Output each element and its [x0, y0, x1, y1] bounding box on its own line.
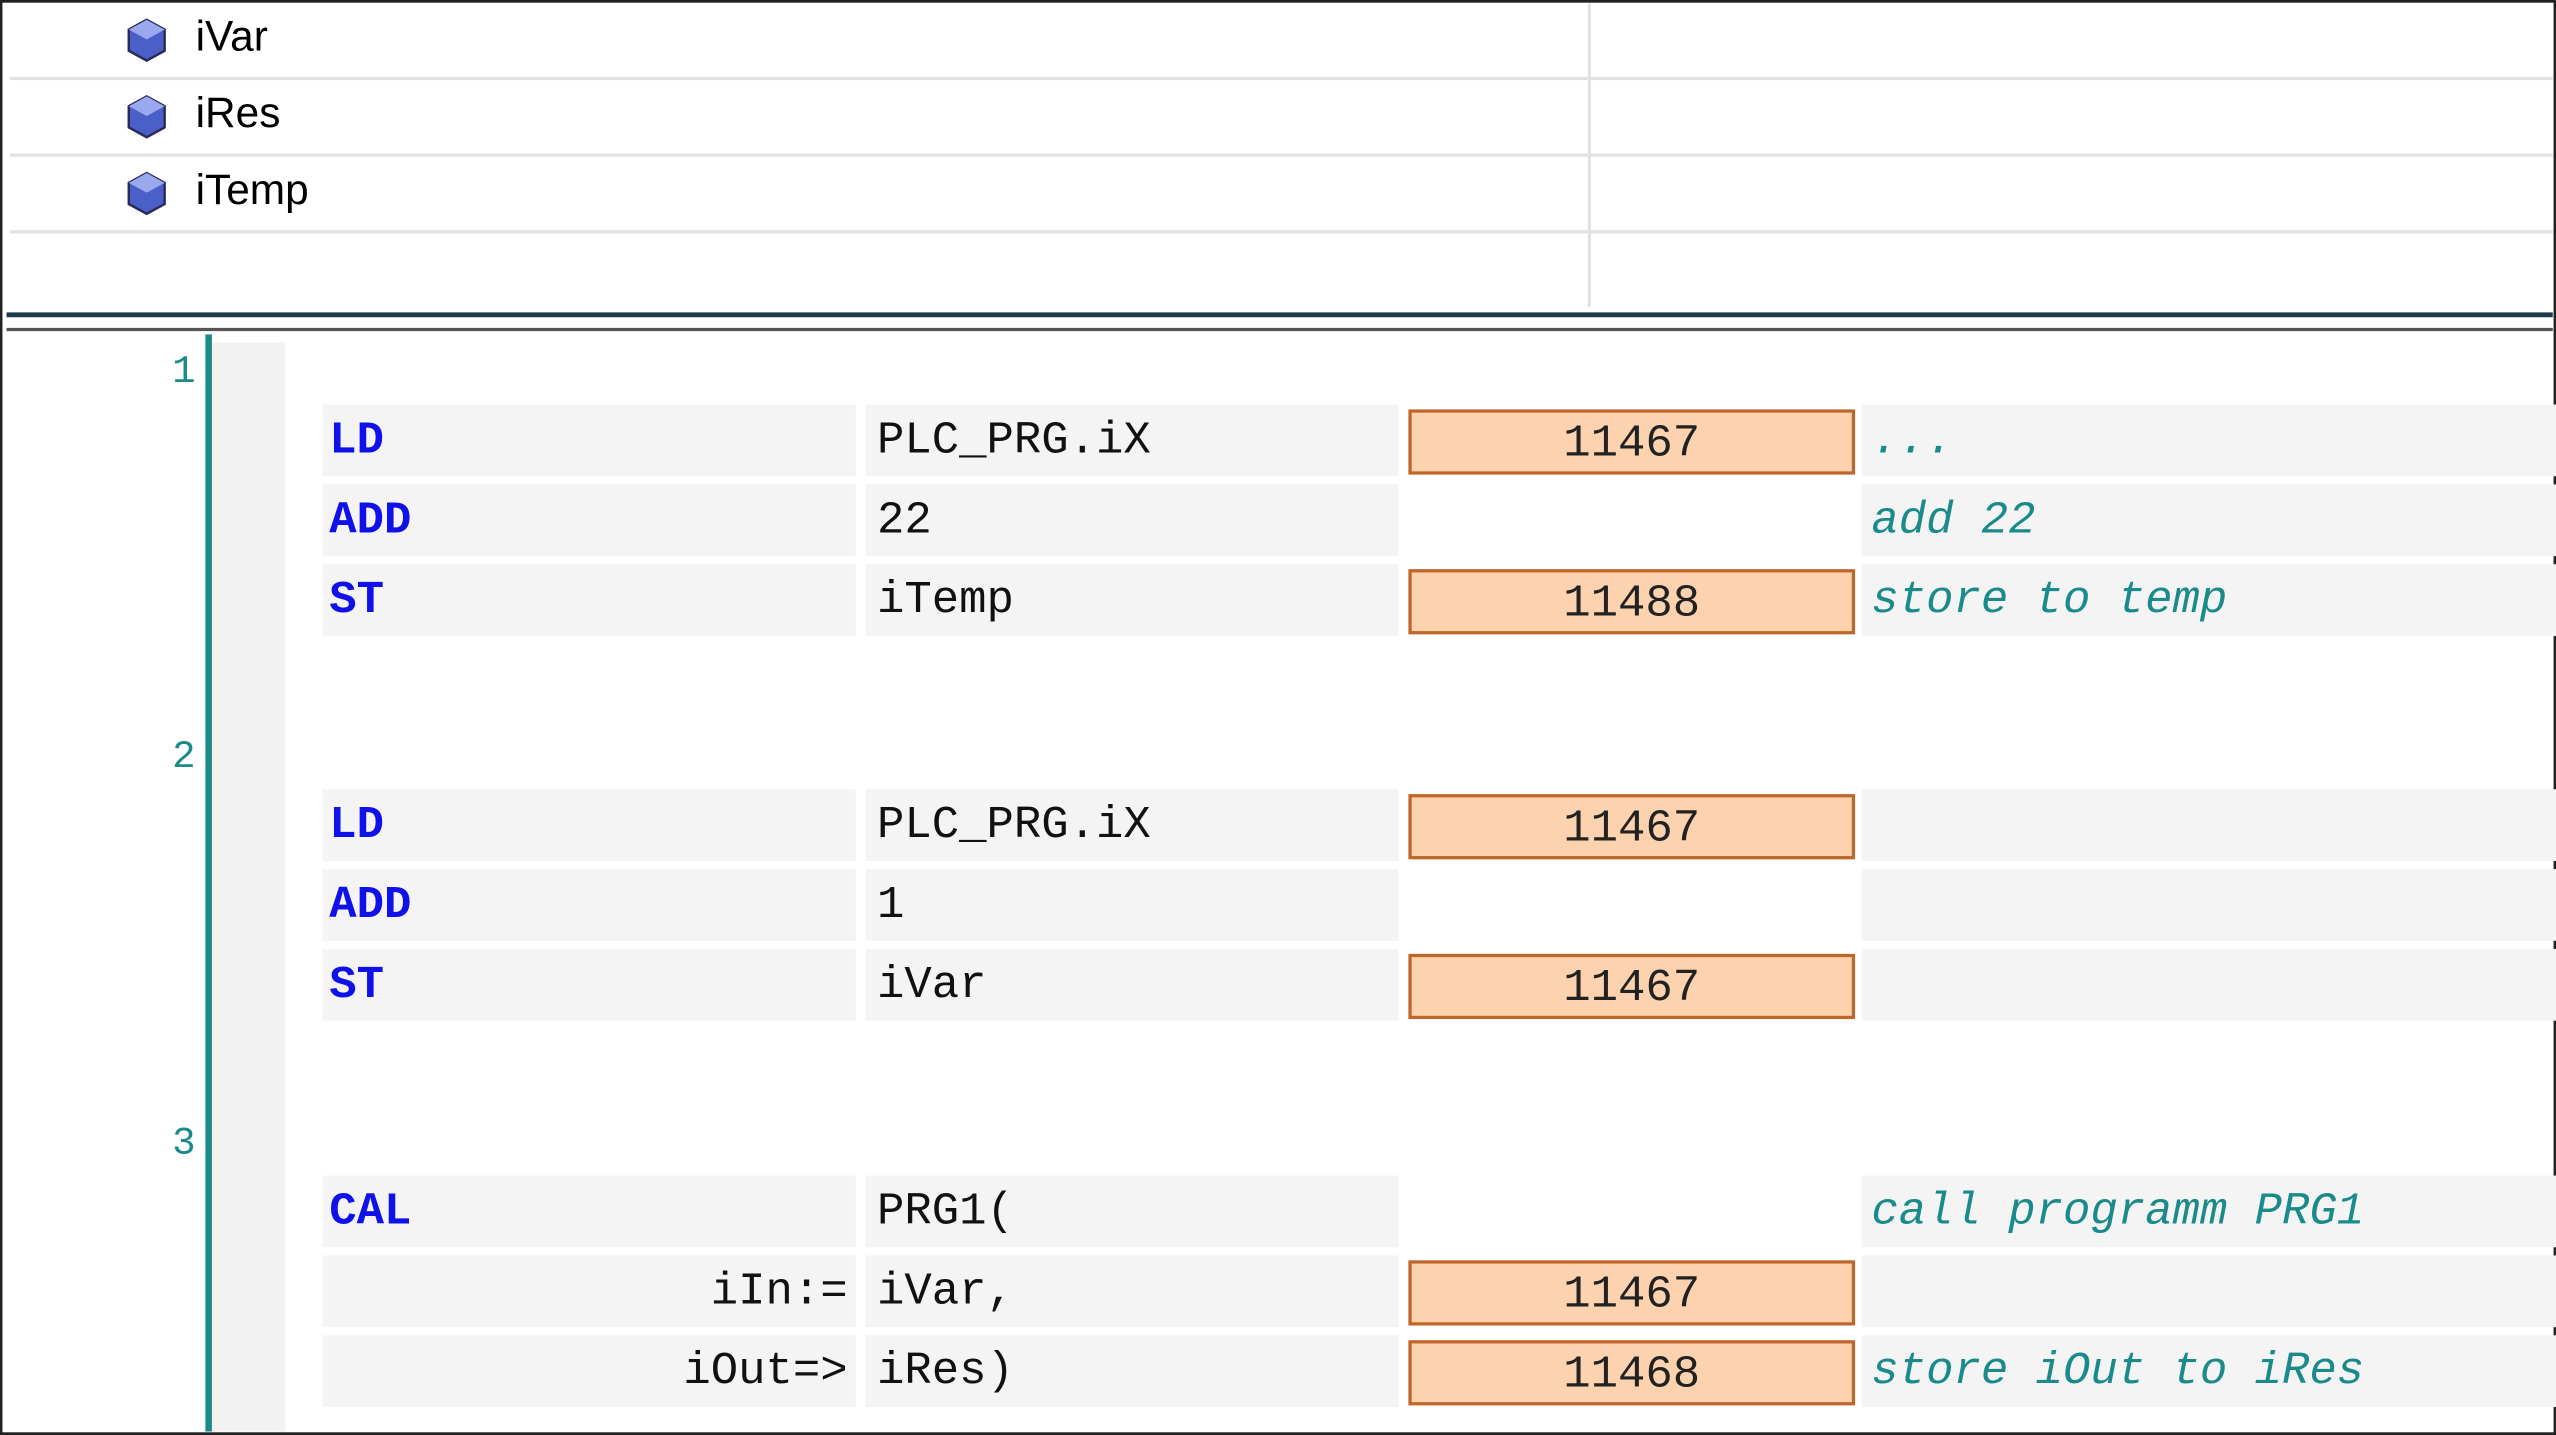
operand-cell [865, 789, 1399, 861]
monitor-value: 11467 [1563, 802, 1700, 854]
monitor-value-box [1408, 1260, 1856, 1326]
variable-row: iTemp [127, 166, 309, 216]
comment-cell [1861, 948, 2556, 1021]
parameter: iOut=> [683, 1345, 847, 1397]
network-number: 2 [172, 734, 195, 779]
comment-cell [1861, 404, 2556, 477]
comment: add 22 [1871, 494, 2035, 546]
variable-icon-shade [128, 19, 165, 40]
operator-cell [322, 404, 856, 477]
variable-row: iVar [127, 13, 268, 62]
network-number: 1 [172, 349, 195, 394]
operand: 1 [877, 879, 904, 931]
monitor-value: 11468 [1563, 1348, 1700, 1400]
monitor-value-box [1408, 953, 1856, 1020]
variable-icon-shade [128, 96, 165, 116]
operator: LD [329, 414, 384, 466]
operator: ADD [329, 879, 411, 931]
operand: iTemp [877, 574, 1014, 626]
operator-cell [322, 1255, 856, 1328]
operand: iVar [877, 959, 987, 1011]
code-row: LD PLC_PRG.iX 11467 [322, 789, 2556, 861]
gutter [211, 342, 286, 1432]
comment: store iOut to iRes [1871, 1345, 2364, 1397]
operator-cell [322, 869, 856, 941]
operator-cell [322, 948, 856, 1021]
comment: ... [1871, 414, 1953, 466]
comment: store to temp [1871, 574, 2227, 626]
operand-cell [865, 484, 1399, 557]
operand-cell [865, 948, 1399, 1021]
monitor-value: 11467 [1563, 962, 1700, 1014]
operand: iVar, [877, 1265, 1014, 1317]
operand: 22 [877, 494, 932, 546]
comment-cell [1861, 1175, 2556, 1248]
operand: PLC_PRG.iX [877, 414, 1151, 466]
operator: CAL [329, 1185, 411, 1237]
operator: ADD [329, 494, 411, 546]
operator-cell [322, 1335, 856, 1408]
code-row: ST iTemp 11488 store to temp [322, 564, 2556, 636]
operand: iRes) [877, 1345, 1014, 1397]
operand-cell [865, 1175, 1399, 1248]
operator: ST [329, 959, 384, 1011]
operand-cell [865, 404, 1399, 477]
operator: ST [329, 574, 384, 626]
monitor-value: 11467 [1563, 1269, 1700, 1321]
operator-cell [322, 484, 856, 557]
code-row: ST iVar 11467 [322, 948, 2556, 1021]
comment-cell [1861, 564, 2556, 636]
declaration-panel [9, 3, 2553, 307]
comment-cell [1861, 869, 2556, 941]
monitor-value: 11467 [1563, 418, 1700, 470]
code-row: iIn:= iVar, 11467 [322, 1255, 2556, 1328]
comment-cell [1861, 1335, 2556, 1408]
comment-cell [1861, 1255, 2556, 1328]
variable-row: iRes [127, 89, 281, 139]
parameter: iIn:= [711, 1265, 848, 1317]
variable-name: iVar [196, 13, 268, 60]
operand-cell [865, 869, 1399, 941]
operand-cell [865, 564, 1399, 636]
code-row: LD PLC_PRG.iX 11467... [322, 404, 2556, 477]
monitor-value-box [1408, 1340, 1856, 1406]
monitor-value-box [1408, 409, 1856, 475]
variable-name: iRes [196, 89, 281, 136]
operator-cell [322, 789, 856, 861]
operator: LD [329, 799, 384, 851]
monitor-value-box [1408, 794, 1856, 860]
operand: PLC_PRG.iX [877, 799, 1151, 851]
operand-cell [865, 1335, 1399, 1408]
comment: call programm PRG1 [1871, 1185, 2364, 1237]
code-row: ADD 1 [322, 869, 2556, 941]
monitor-value: 11488 [1563, 577, 1700, 629]
operand-cell [865, 1255, 1399, 1328]
monitor-value-box [1408, 569, 1856, 635]
operator-cell [322, 1175, 856, 1248]
code-row: ADD 22 add 22 [322, 484, 2556, 557]
comment-cell [1861, 484, 2556, 557]
code-row: CAL PRG1( call programm PRG1 [322, 1175, 2556, 1248]
operator-cell [322, 564, 856, 636]
comment-cell [1861, 789, 2556, 861]
variable-name: iTemp [196, 166, 309, 213]
operand: PRG1( [877, 1185, 1014, 1237]
code-row: iOut=> iRes) 11468 store iOut to iRes [322, 1335, 2556, 1408]
network-number: 3 [172, 1120, 195, 1165]
